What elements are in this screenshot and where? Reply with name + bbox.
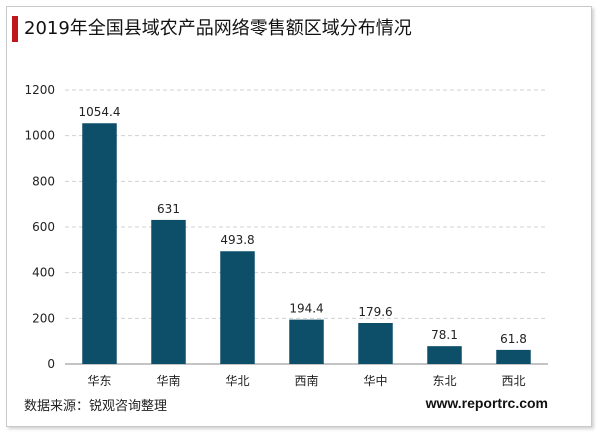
- data-label: 78.1: [431, 328, 458, 342]
- title-accent-bar: [12, 16, 18, 42]
- y-tick-label: 400: [32, 266, 55, 280]
- bar: [496, 349, 531, 364]
- bar: [427, 346, 462, 364]
- x-tick-label: 华东: [87, 374, 111, 388]
- data-label: 179.6: [358, 305, 392, 319]
- y-tick-label: 600: [32, 220, 55, 234]
- data-label: 1054.4: [79, 105, 121, 119]
- y-axis: 0 200 400 600 800 1000 1200: [24, 83, 55, 371]
- x-axis: 华东 华南 华北 西南 华中 东北 西北: [65, 363, 548, 388]
- x-tick-label: 华中: [363, 373, 387, 388]
- bar: [220, 251, 255, 364]
- y-tick-label: 800: [32, 174, 55, 188]
- gridlines: [65, 89, 548, 319]
- website-link[interactable]: www.reportrc.com: [425, 395, 548, 411]
- source-note: 数据来源：锐观咨询整理: [24, 399, 168, 414]
- bars: [82, 123, 531, 364]
- x-tick-label: 西北: [501, 374, 525, 388]
- chart-title: 2019年全国县域农产品网络零售额区域分布情况: [24, 18, 412, 39]
- bar: [151, 219, 186, 364]
- x-tick-label: 东北: [432, 374, 456, 388]
- data-label: 194.4: [289, 302, 323, 316]
- x-tick-label: 华北: [225, 374, 249, 388]
- y-tick-label: 200: [32, 311, 55, 325]
- data-labels: 1054.4 631 493.8 194.4 179.6 78.1 61.8: [79, 105, 527, 346]
- bar: [358, 322, 393, 364]
- bar: [289, 319, 324, 364]
- y-tick-label: 1200: [24, 83, 55, 97]
- data-label: 631: [157, 202, 180, 216]
- y-tick-label: 1000: [24, 129, 55, 143]
- data-label: 61.8: [500, 332, 527, 346]
- bar: [82, 123, 117, 364]
- data-label: 493.8: [220, 233, 254, 247]
- y-tick-label: 0: [47, 357, 55, 371]
- x-tick-label: 西南: [294, 373, 318, 388]
- x-tick-label: 华南: [156, 373, 180, 388]
